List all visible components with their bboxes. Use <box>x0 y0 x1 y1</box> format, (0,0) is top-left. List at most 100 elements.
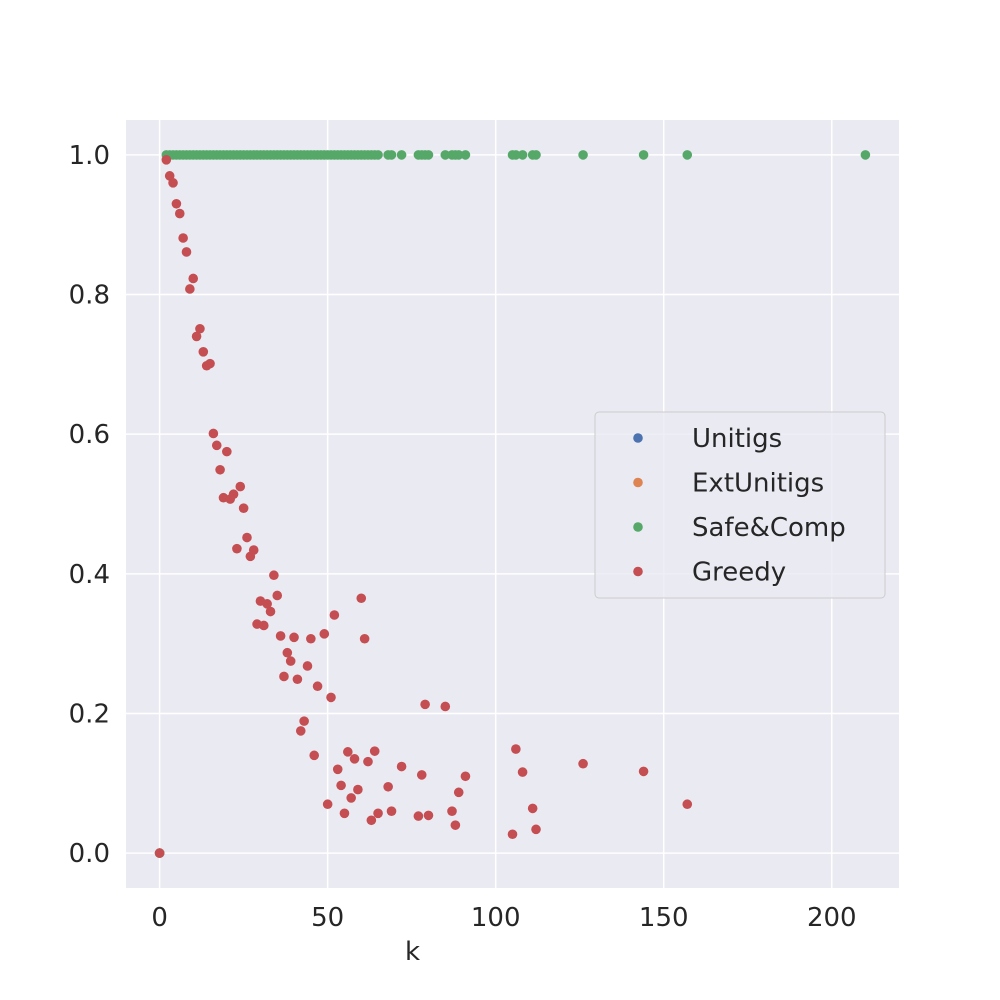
point-greedy <box>517 767 528 777</box>
point-greedy <box>279 671 289 682</box>
legend-marker-greedy <box>633 566 643 577</box>
point-greedy <box>228 489 239 500</box>
point-greedy <box>356 593 367 604</box>
y-tick-label: 0.0 <box>69 839 110 869</box>
point-greedy <box>336 780 346 791</box>
point-greedy <box>195 323 205 334</box>
point-greedy <box>238 503 249 513</box>
point-greedy <box>353 784 363 795</box>
point-greedy <box>349 754 360 764</box>
point-greedy <box>161 154 172 165</box>
point-greedy <box>423 810 434 821</box>
point-safe-comp <box>423 150 434 160</box>
point-greedy <box>460 771 471 782</box>
point-greedy <box>269 570 279 581</box>
point-greedy <box>205 358 215 369</box>
point-greedy <box>319 629 330 639</box>
point-greedy <box>383 781 393 792</box>
legend-label-extunitigs: ExtUnitigs <box>692 469 824 499</box>
point-greedy <box>285 656 296 666</box>
point-safe-comp <box>511 150 521 160</box>
point-greedy <box>306 633 316 644</box>
point-greedy <box>359 633 370 644</box>
point-greedy <box>309 750 320 761</box>
point-greedy <box>185 284 195 294</box>
point-greedy <box>386 806 397 816</box>
point-greedy <box>507 829 518 840</box>
x-axis-ticks: 0 50 100 150 200 <box>151 903 856 933</box>
x-tick-label: 200 <box>807 903 857 933</box>
point-greedy <box>322 799 333 810</box>
point-safe-comp <box>682 150 693 160</box>
point-greedy <box>420 699 430 710</box>
point-greedy <box>373 808 383 819</box>
point-greedy <box>339 808 350 819</box>
legend: Unitigs ExtUnitigs Safe&Comp Greedy <box>594 411 886 599</box>
point-greedy <box>208 428 219 439</box>
point-greedy <box>453 787 464 798</box>
point-greedy <box>215 464 225 475</box>
point-greedy <box>346 793 356 803</box>
y-tick-label: 0.6 <box>69 420 110 450</box>
legend-box <box>594 411 886 599</box>
point-safe-comp <box>638 150 649 160</box>
legend-label-unitigs: Unitigs <box>692 424 782 454</box>
x-axis-label: k <box>405 937 420 967</box>
y-tick-label: 1.0 <box>69 141 110 171</box>
point-greedy <box>292 674 303 685</box>
data-points <box>154 150 871 858</box>
point-greedy <box>181 247 192 257</box>
y-axis-ticks: 0.0 0.2 0.4 0.6 0.8 1.0 <box>69 141 110 869</box>
point-greedy <box>235 481 246 492</box>
point-greedy <box>369 746 380 756</box>
point-greedy <box>272 590 283 601</box>
point-greedy <box>343 747 353 757</box>
x-tick-label: 100 <box>471 903 521 933</box>
point-greedy <box>222 446 232 457</box>
point-safe-comp <box>373 150 383 160</box>
x-tick-label: 150 <box>639 903 689 933</box>
point-greedy <box>440 701 451 712</box>
point-safe-comp <box>386 150 397 160</box>
point-safe-comp <box>860 150 871 160</box>
x-tick-label: 50 <box>311 903 344 933</box>
point-greedy <box>289 632 299 643</box>
point-greedy <box>326 692 336 703</box>
point-greedy <box>447 806 457 816</box>
point-greedy <box>329 610 340 620</box>
legend-label-safe-comp: Safe&Comp <box>692 513 846 543</box>
point-greedy <box>638 766 649 777</box>
point-greedy <box>332 764 343 775</box>
point-greedy <box>527 803 538 814</box>
point-greedy <box>262 599 272 609</box>
point-safe-comp <box>531 150 541 160</box>
point-greedy <box>511 744 521 754</box>
point-greedy <box>282 647 293 658</box>
point-greedy <box>232 543 242 554</box>
point-safe-comp <box>453 150 464 160</box>
point-safe-comp <box>578 150 588 160</box>
point-greedy <box>211 440 222 451</box>
point-greedy <box>154 848 165 858</box>
point-greedy <box>299 716 309 726</box>
x-tick-label: 0 <box>151 903 168 933</box>
point-greedy <box>265 606 276 617</box>
point-greedy <box>188 273 199 284</box>
legend-marker-extunitigs <box>633 477 643 488</box>
point-greedy <box>171 198 182 209</box>
point-greedy <box>275 631 286 641</box>
point-greedy <box>682 799 693 810</box>
point-greedy <box>174 208 185 219</box>
point-greedy <box>450 820 461 830</box>
point-greedy <box>242 532 252 543</box>
legend-marker-unitigs <box>633 433 643 443</box>
point-greedy <box>413 811 424 821</box>
y-tick-label: 0.4 <box>69 560 110 590</box>
legend-label-greedy: Greedy <box>692 558 786 588</box>
point-greedy <box>198 346 209 357</box>
point-greedy <box>295 726 306 736</box>
point-greedy <box>248 545 259 555</box>
point-greedy <box>578 758 588 769</box>
point-safe-comp <box>396 150 407 160</box>
